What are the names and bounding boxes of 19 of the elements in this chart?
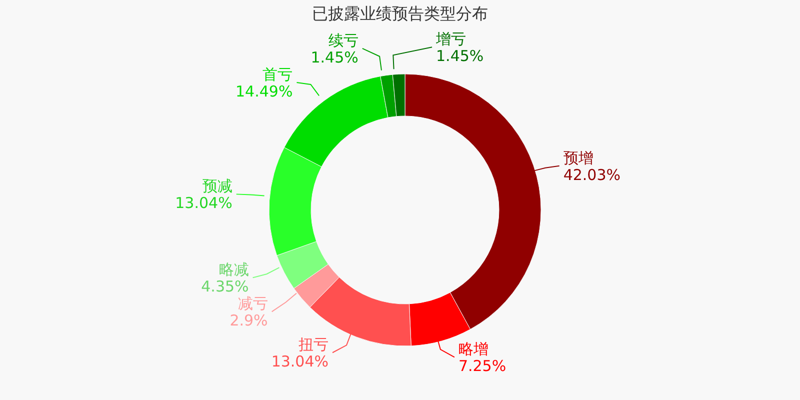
data-label: 42.03% [563,166,621,184]
data-label: 2.9% [230,312,268,330]
slice-label: 续亏 [328,31,358,50]
data-label: 1.45% [436,47,484,66]
data-label: 13.04% [271,352,329,371]
data-label: 7.25% [458,357,506,376]
slice-label: 首亏 [262,65,293,84]
slice-label: 扭亏 [298,336,329,354]
slice-label: 略增 [458,340,488,358]
slice-label: 增亏 [435,30,466,48]
data-label: 13.04% [175,194,232,212]
data-label: 14.49% [236,82,293,100]
slice-label: 略减 [218,260,249,279]
chart-title: 已披露业绩预告类型分布 [312,4,488,24]
slice-label: 预减 [202,177,232,196]
data-label: 4.35% [201,278,249,296]
data-label: 1.45% [310,48,358,66]
slice-label: 预增 [563,148,594,167]
slice-label: 减亏 [238,294,268,313]
